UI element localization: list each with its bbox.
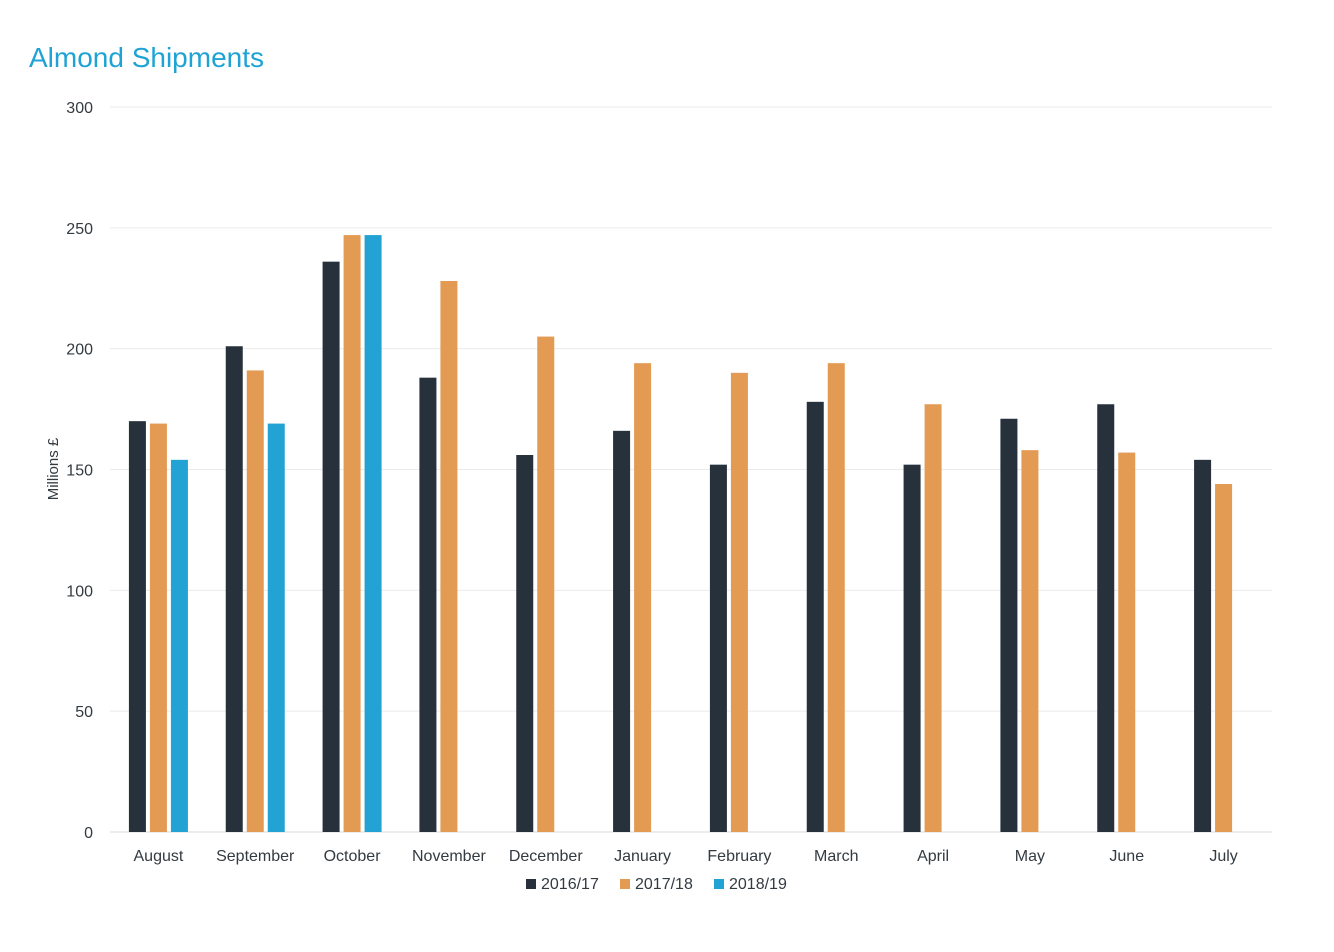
y-axis-label: Millions £ <box>45 437 62 500</box>
legend-label: 2018/19 <box>729 876 787 893</box>
legend-label: 2016/17 <box>541 876 599 893</box>
bar-2016-17-january <box>613 430 631 832</box>
legend-swatch <box>620 879 630 889</box>
bar-2016-17-december <box>516 455 534 832</box>
bar-2018-19-august <box>170 459 188 832</box>
x-tick-label: August <box>134 848 184 865</box>
y-tick-label: 0 <box>84 825 93 842</box>
x-tick-label: October <box>324 848 382 865</box>
bar-2016-17-october <box>322 261 340 833</box>
bar-2017-18-may <box>1021 450 1039 832</box>
bar-2017-18-september <box>246 370 264 832</box>
y-tick-label: 300 <box>66 100 93 117</box>
legend-label: 2017/18 <box>635 876 693 893</box>
y-tick-label: 200 <box>66 342 93 359</box>
bar-2018-19-october <box>364 235 382 833</box>
bar-2017-18-february <box>730 372 748 832</box>
bar-2017-18-march <box>827 363 845 832</box>
bar-2016-17-july <box>1194 459 1212 832</box>
x-tick-label: December <box>509 848 583 865</box>
x-tick-label: May <box>1015 848 1045 865</box>
bar-2016-17-april <box>903 464 921 832</box>
x-tick-label: February <box>707 848 771 865</box>
bar-2017-18-january <box>634 363 652 832</box>
x-tick-label: January <box>614 848 671 865</box>
bar-2017-18-april <box>924 404 942 832</box>
bar-2018-19-september <box>267 423 285 832</box>
x-tick-label: April <box>917 848 949 865</box>
y-tick-label: 50 <box>75 704 93 721</box>
bar-2016-17-september <box>225 346 243 832</box>
legend: 2016/17 2017/18 2018/19 <box>526 876 787 893</box>
bar-2017-18-june <box>1118 452 1136 832</box>
x-tick-label: June <box>1109 848 1144 865</box>
bar-2017-18-october <box>343 235 361 833</box>
bar-2016-17-may <box>1000 418 1018 832</box>
bar-2017-18-december <box>537 336 555 832</box>
bar-2016-17-february <box>709 464 727 832</box>
gridlines <box>110 106 1272 833</box>
chart-title: Almond Shipments <box>29 42 265 73</box>
bar-2016-17-march <box>806 401 824 832</box>
y-axis-ticks: 0 50 100 150 200 250 300 <box>66 100 93 842</box>
y-tick-label: 150 <box>66 463 93 480</box>
x-tick-label: September <box>216 848 295 865</box>
bar-2016-17-august <box>128 421 146 832</box>
bar-2017-18-november <box>440 281 458 832</box>
bar-2016-17-november <box>419 377 437 832</box>
legend-swatch <box>714 879 724 889</box>
x-tick-label: March <box>814 848 858 865</box>
legend-swatch <box>526 879 536 889</box>
y-tick-label: 100 <box>66 583 93 600</box>
bar-2017-18-july <box>1215 484 1233 832</box>
bar-2016-17-june <box>1097 404 1115 832</box>
y-tick-label: 250 <box>66 221 93 238</box>
x-tick-label: July <box>1209 848 1237 865</box>
bar-2017-18-august <box>149 423 167 832</box>
x-axis-ticks: August September October November December Ja… <box>134 848 1238 865</box>
x-tick-label: November <box>412 848 486 865</box>
bars <box>128 235 1233 833</box>
